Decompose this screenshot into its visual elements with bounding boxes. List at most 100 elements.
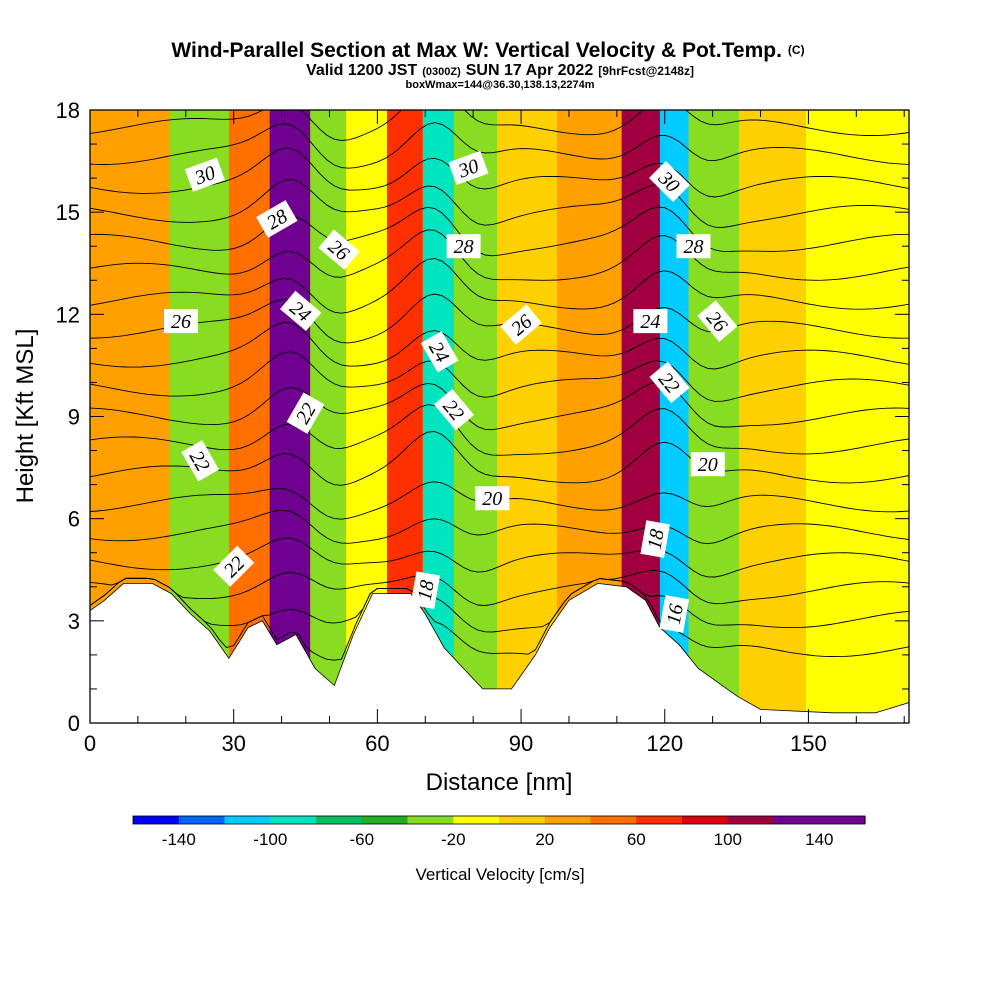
theta-contours xyxy=(90,110,909,661)
y-tick-label: 15 xyxy=(56,200,80,225)
theta-label-box xyxy=(697,300,738,342)
theta-label-box xyxy=(286,392,325,434)
plot-area xyxy=(90,110,909,723)
theta-contour-line xyxy=(90,321,909,370)
x-axis-label: Distance [nm] xyxy=(426,769,573,796)
chart-subtitle: Valid 1200 JST (0300Z) SUN 17 Apr 2022 [9hr… xyxy=(306,62,694,79)
theta-label-box xyxy=(640,520,670,558)
colorbar-tick-label: 60 xyxy=(627,830,646,849)
theta-contour-line xyxy=(90,381,909,431)
colorbar-swatch xyxy=(224,816,271,824)
theta-contour-line xyxy=(90,147,909,198)
theta-label: 24 xyxy=(633,309,668,334)
colorbar-swatch xyxy=(544,816,592,824)
x-axis: 0 30 60 90 120 150 xyxy=(84,110,905,756)
theta-label-box xyxy=(256,200,298,238)
theta-contour-line xyxy=(90,577,909,661)
theta-label-box xyxy=(475,486,510,511)
theta-label-box xyxy=(181,440,220,482)
colorbar-tick-label: 140 xyxy=(805,830,833,849)
velocity-band xyxy=(497,110,557,723)
velocity-band xyxy=(806,110,909,723)
theta-label-box xyxy=(648,160,691,203)
theta-label-text: 18 xyxy=(414,579,439,603)
theta-label-box xyxy=(676,234,711,259)
theta-contour-line xyxy=(90,431,909,486)
theta-contour-line xyxy=(90,206,909,257)
terrain-mask xyxy=(90,582,909,723)
theta-label-box xyxy=(448,150,489,185)
colorbar-swatch xyxy=(270,816,317,824)
colorbar-swatch xyxy=(361,816,409,824)
theta-contour-line xyxy=(90,122,909,169)
theta-label-box xyxy=(184,157,225,192)
theta-label: 28 xyxy=(446,234,481,259)
theta-label: 28 xyxy=(256,200,298,238)
theta-contour-line xyxy=(90,351,909,402)
colorbar: -140 -100 -60 -20 20 60 100 140 xyxy=(132,815,866,849)
theta-contour-line xyxy=(90,293,909,344)
colorbar-tick-label: -100 xyxy=(253,830,287,849)
theta-label-text: 20 xyxy=(482,488,502,510)
theta-label-text: 20 xyxy=(698,454,718,476)
theta-label: 28 xyxy=(676,234,711,259)
colorbar-swatch xyxy=(316,816,363,824)
theta-contour-line xyxy=(90,229,909,281)
colorbar-tick-label: -140 xyxy=(162,830,196,849)
theta-contour-line xyxy=(90,258,909,314)
velocity-band xyxy=(688,110,739,723)
theta-label: 16 xyxy=(659,595,690,633)
colorbar-swatch xyxy=(819,816,866,824)
theta-contour-line xyxy=(90,404,909,456)
colorbar-swatch xyxy=(636,816,683,824)
theta-label-text: 16 xyxy=(663,602,688,626)
theta-label-box xyxy=(633,309,668,334)
colorbar-swatch xyxy=(453,816,500,824)
title-main: Wind-Parallel Section at Max W: Vertical… xyxy=(171,39,782,62)
theta-label-text: 24 xyxy=(640,311,660,333)
x-tick-label: 90 xyxy=(509,731,533,756)
theta-label: 18 xyxy=(410,571,441,610)
colorbar-tick-label: -60 xyxy=(350,830,375,849)
colorbar-swatch xyxy=(407,816,454,824)
theta-contour-line xyxy=(90,110,909,141)
y-tick-label: 9 xyxy=(68,405,80,430)
y-tick-label: 0 xyxy=(68,711,80,736)
theta-label-box xyxy=(446,234,481,259)
theta-label-text: 26 xyxy=(171,311,191,333)
theta-contour-line xyxy=(90,178,909,228)
x-tick-label: 120 xyxy=(646,731,683,756)
theta-label-box xyxy=(318,229,360,270)
theta-label: 30 xyxy=(184,157,225,192)
colorbar-tick-label: 20 xyxy=(535,830,554,849)
theta-label-box xyxy=(213,545,255,587)
y-tick-label: 12 xyxy=(56,302,80,327)
theta-label: 20 xyxy=(690,452,725,477)
colorbar-swatch xyxy=(773,816,820,824)
theta-label-box xyxy=(659,595,690,633)
theta-label-box xyxy=(164,309,198,334)
theta-label-box xyxy=(690,452,725,477)
chart-subtitle-2: boxWmax=144@36.30,138.13,2274m xyxy=(406,79,595,91)
theta-contour-line xyxy=(90,570,909,606)
theta-label: 26 xyxy=(164,309,198,334)
theta-label-box xyxy=(279,290,322,332)
y-axis: 0 3 6 9 12 15 18 xyxy=(56,98,909,736)
chart-title: Wind-Parallel Section at Max W: Vertical… xyxy=(171,39,804,62)
theta-label-text: 28 xyxy=(684,236,704,258)
theta-label-box xyxy=(649,361,690,404)
theta-label: 20 xyxy=(475,486,510,511)
theta-label-text: 18 xyxy=(644,528,669,552)
theta-label-box xyxy=(500,304,542,345)
title-copyright: (C) xyxy=(788,43,805,57)
colorbar-swatch xyxy=(499,816,546,824)
velocity-band xyxy=(738,110,807,723)
theta-contour-line xyxy=(90,509,909,545)
y-tick-label: 6 xyxy=(68,507,80,532)
theta-label-box xyxy=(433,388,475,431)
x-tick-label: 0 xyxy=(84,731,96,756)
colorbar-tick-label: 100 xyxy=(714,830,742,849)
y-tick-label: 3 xyxy=(68,609,80,634)
